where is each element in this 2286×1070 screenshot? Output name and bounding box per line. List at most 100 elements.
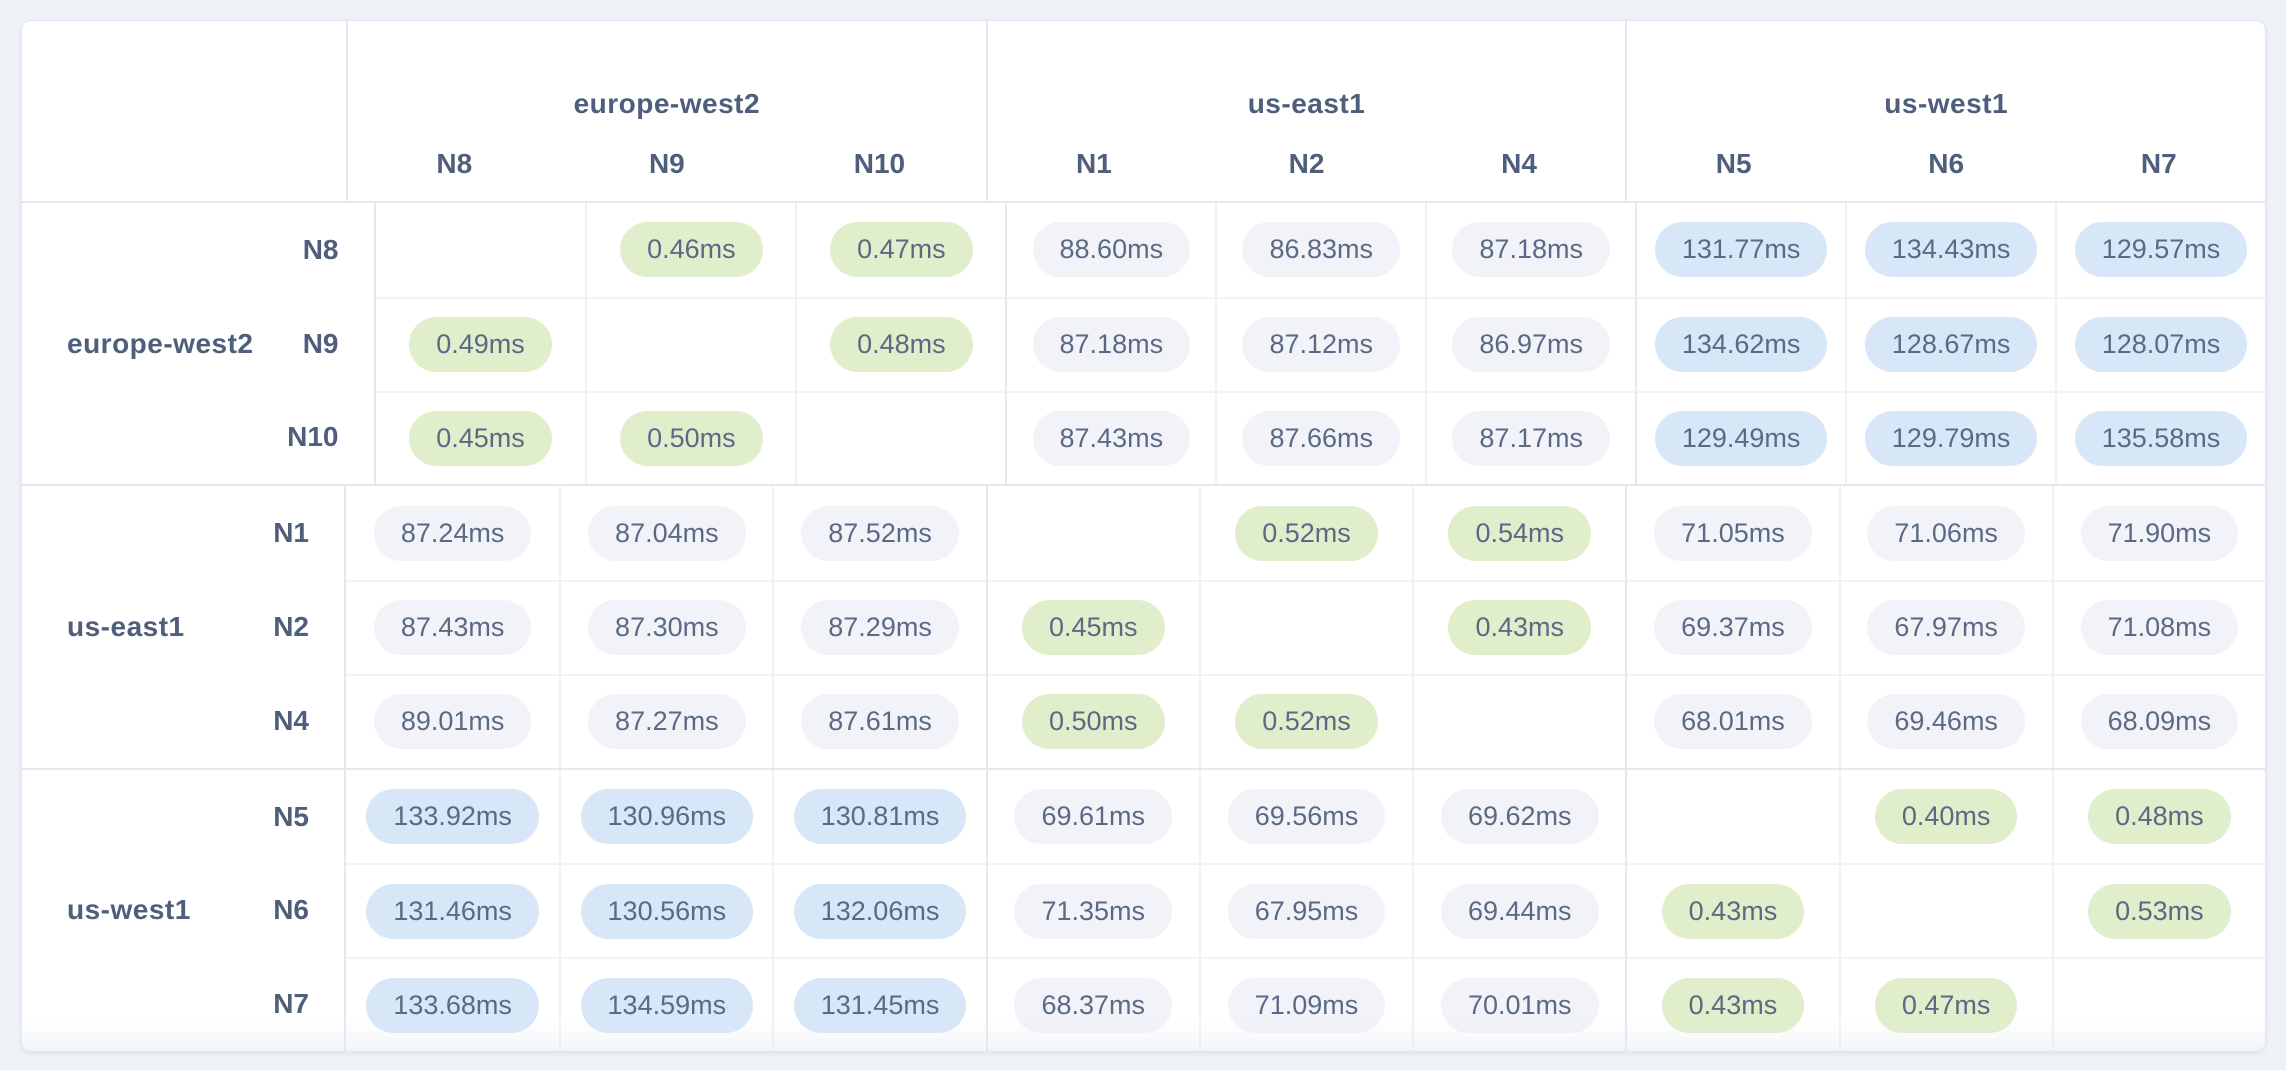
column-node-labels: N8 N9 N10 <box>348 148 986 180</box>
column-region-label: us-east1 <box>1247 88 1366 119</box>
self-latency-empty-cell <box>795 390 1006 485</box>
column-node-labels: N1 N2 N4 <box>988 148 1626 180</box>
latency-cell: 87.24ms <box>346 486 559 580</box>
latency-grid: 133.92ms 130.96ms 130.81ms 69.61ms 69.56ms 69… <box>346 769 2265 1051</box>
latency-cell: 131.77ms <box>1635 203 1845 297</box>
latency-cell: 87.04ms <box>559 486 772 581</box>
latency-pill: 71.06ms <box>1867 505 2025 561</box>
latency-cell: 71.09ms <box>1198 957 1413 1051</box>
latency-pill: 69.61ms <box>1014 789 1173 845</box>
latency-cell: 0.43ms <box>1625 957 1839 1051</box>
latency-cell: 69.46ms <box>1838 673 2052 768</box>
latency-cell: 131.45ms <box>772 957 986 1051</box>
latency-pill: 69.62ms <box>1440 789 1599 845</box>
latency-cell: 130.96ms <box>559 769 772 864</box>
latency-pill: 87.17ms <box>1452 410 1610 466</box>
latency-cell: 135.58ms <box>2055 390 2265 485</box>
latency-cell: 131.46ms <box>346 863 560 957</box>
latency-cell: 87.29ms <box>772 580 986 674</box>
latency-cell: 87.18ms <box>1425 203 1635 297</box>
latency-cell: 69.62ms <box>1412 769 1625 864</box>
latency-pill: 134.43ms <box>1864 222 2038 278</box>
column-node-label: N10 <box>853 148 906 179</box>
latency-pill: 87.24ms <box>373 505 532 561</box>
latency-cell: 87.52ms <box>772 486 985 581</box>
latency-pill: 70.01ms <box>1440 977 1599 1033</box>
row-region-label: us-west1 <box>67 894 191 926</box>
row-region-label: europe-west2 <box>67 327 254 359</box>
latency-pill: 67.97ms <box>1867 600 2025 656</box>
latency-cell: 69.44ms <box>1412 863 1626 958</box>
latency-cell: 69.37ms <box>1625 580 1839 674</box>
matrix-corner-cell <box>22 21 348 201</box>
latency-cell: 70.01ms <box>1412 957 1626 1051</box>
matrix-header-row: europe-west2 N8 N9 N10 us-east1 N1 N2 N4 us-west… <box>22 21 2265 203</box>
latency-pill: 71.09ms <box>1227 977 1386 1033</box>
latency-pill: 0.47ms <box>1874 977 2018 1033</box>
latency-cell: 68.37ms <box>985 957 1199 1051</box>
latency-pill: 0.40ms <box>1874 789 2018 845</box>
latency-cell: 129.49ms <box>1635 390 1846 485</box>
latency-cell: 68.01ms <box>1625 673 1839 768</box>
latency-pill: 0.46ms <box>620 222 763 278</box>
latency-pill: 131.45ms <box>793 977 967 1033</box>
latency-matrix-card: europe-west2 N8 N9 N10 us-east1 N1 N2 N4 us-west… <box>21 20 2266 1052</box>
latency-cell: 87.17ms <box>1425 390 1636 485</box>
latency-pill: 132.06ms <box>793 883 967 939</box>
latency-pill: 69.44ms <box>1440 883 1599 939</box>
row-node-label: N4 <box>273 704 309 736</box>
latency-grid: 87.24ms 87.04ms 87.52ms 0.52ms 0.54ms 71.05ms… <box>346 486 2265 768</box>
column-node-label: N9 <box>648 148 685 179</box>
latency-pill: 68.09ms <box>2080 694 2239 750</box>
latency-cell: 71.06ms <box>1838 486 2052 581</box>
latency-pill: 69.56ms <box>1227 789 1386 845</box>
latency-pill: 89.01ms <box>373 694 532 750</box>
row-node-labels: N5 N6 N7 <box>224 770 344 1051</box>
latency-cell: 67.97ms <box>1838 580 2052 674</box>
latency-cell: 69.56ms <box>1198 769 1412 864</box>
latency-pill: 0.54ms <box>1448 505 1591 561</box>
latency-pill: 0.48ms <box>830 317 973 373</box>
latency-cell: 87.66ms <box>1215 390 1426 485</box>
latency-cell: 87.43ms <box>1005 390 1216 485</box>
latency-cell: 69.61ms <box>985 769 1199 864</box>
latency-cell: 71.08ms <box>2051 580 2265 674</box>
row-group-header: us-east1 N1 N2 N4 <box>22 486 346 768</box>
latency-cell: 134.43ms <box>1845 203 2055 297</box>
latency-cell: 129.79ms <box>1845 390 2056 485</box>
latency-pill: 87.30ms <box>588 600 746 656</box>
latency-cell: 0.52ms <box>1198 673 1413 768</box>
self-latency-empty-cell <box>1838 863 2052 958</box>
row-node-label: N5 <box>273 800 309 832</box>
column-node-label: N6 <box>1928 148 1965 179</box>
latency-cell: 134.59ms <box>559 957 773 1051</box>
latency-pill: 128.07ms <box>2074 317 2248 373</box>
column-node-label: N5 <box>1715 148 1752 179</box>
row-node-label: N7 <box>273 988 309 1020</box>
latency-cell: 0.50ms <box>985 673 1199 768</box>
row-node-label: N10 <box>287 421 339 453</box>
latency-cell: 88.60ms <box>1005 203 1215 297</box>
latency-cell: 0.47ms <box>1838 957 2052 1051</box>
latency-pill: 87.52ms <box>801 505 959 561</box>
latency-pill: 71.05ms <box>1654 505 1812 561</box>
latency-cell: 67.95ms <box>1198 863 1413 958</box>
row-node-label: N9 <box>302 327 339 359</box>
column-region-label: europe-west2 <box>573 88 761 119</box>
latency-pill: 71.35ms <box>1014 883 1173 939</box>
column-node-label: N2 <box>1288 148 1325 179</box>
latency-cell: 0.49ms <box>375 296 586 391</box>
column-region-group: us-east1 N1 N2 N4 <box>985 21 1626 201</box>
latency-pill: 129.79ms <box>1864 410 2038 466</box>
latency-cell: 128.07ms <box>2055 296 2265 391</box>
latency-cell: 87.30ms <box>559 580 773 674</box>
latency-cell: 0.53ms <box>2051 863 2265 958</box>
latency-pill: 134.59ms <box>580 977 754 1033</box>
latency-cell: 133.68ms <box>346 957 560 1051</box>
latency-pill: 0.43ms <box>1661 883 1805 939</box>
latency-cell: 134.62ms <box>1635 296 1846 391</box>
latency-cell: 87.43ms <box>346 580 560 674</box>
latency-cell: 87.61ms <box>772 673 986 768</box>
column-node-labels: N5 N6 N7 <box>1627 148 2265 180</box>
